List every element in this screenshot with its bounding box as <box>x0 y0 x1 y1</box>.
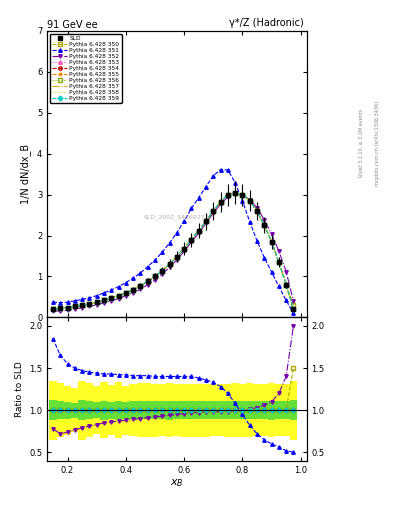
Bar <box>122 386 129 435</box>
Bar <box>64 402 71 419</box>
Bar <box>71 403 79 418</box>
Bar <box>283 385 290 436</box>
Bar <box>268 383 275 437</box>
Text: 91 GeV ee: 91 GeV ee <box>47 20 98 30</box>
Bar <box>115 382 122 438</box>
Bar <box>173 401 180 419</box>
Bar <box>50 400 57 420</box>
Bar <box>283 401 290 419</box>
Y-axis label: Ratio to SLD: Ratio to SLD <box>15 361 24 417</box>
Bar <box>79 381 86 440</box>
Bar <box>217 401 224 419</box>
Bar <box>79 400 86 420</box>
Bar <box>268 401 275 419</box>
Bar <box>93 386 100 434</box>
Bar <box>151 401 159 419</box>
Legend: SLD, Pythia 6.428 350, Pythia 6.428 351, Pythia 6.428 352, Pythia 6.428 353, Pyt: SLD, Pythia 6.428 350, Pythia 6.428 351,… <box>50 34 122 103</box>
Bar <box>108 385 115 435</box>
Bar <box>122 402 129 419</box>
Bar <box>209 384 217 436</box>
Bar <box>129 384 137 436</box>
Bar <box>180 401 188 419</box>
Bar <box>261 384 268 436</box>
Bar <box>115 401 122 420</box>
Bar <box>159 401 166 419</box>
Bar <box>195 384 202 437</box>
X-axis label: $x_B$: $x_B$ <box>170 477 184 489</box>
Bar <box>290 400 297 420</box>
Bar <box>202 384 209 437</box>
Bar <box>253 401 261 419</box>
Bar <box>159 385 166 436</box>
Text: SLD_2002_S4869273: SLD_2002_S4869273 <box>144 214 210 220</box>
Bar <box>57 401 64 419</box>
Bar <box>246 401 253 419</box>
Y-axis label: 1/N dN/dx_B: 1/N dN/dx_B <box>20 144 31 204</box>
Bar <box>100 400 108 420</box>
Bar <box>195 401 202 419</box>
Bar <box>129 401 137 419</box>
Bar <box>275 384 283 436</box>
Bar <box>246 383 253 437</box>
Bar <box>261 401 268 419</box>
Bar <box>137 383 144 437</box>
Text: γ*/Z (Hadronic): γ*/Z (Hadronic) <box>229 18 304 28</box>
Bar <box>224 383 231 437</box>
Bar <box>166 383 173 437</box>
Bar <box>108 401 115 419</box>
Bar <box>209 401 217 419</box>
Bar <box>202 401 209 419</box>
Bar <box>217 384 224 436</box>
Text: mcplots.cern.ch [arXiv:1306.3436]: mcplots.cern.ch [arXiv:1306.3436] <box>375 101 380 186</box>
Bar <box>239 383 246 437</box>
Bar <box>180 384 188 437</box>
Bar <box>188 401 195 419</box>
Bar <box>71 388 79 432</box>
Bar <box>137 401 144 419</box>
Bar <box>100 382 108 438</box>
Bar <box>231 401 239 419</box>
Bar <box>50 381 57 440</box>
Bar <box>231 383 239 437</box>
Bar <box>166 401 173 419</box>
Text: Rivet 3.1.10, ≥ 3.1M events: Rivet 3.1.10, ≥ 3.1M events <box>359 109 364 178</box>
Bar <box>57 383 64 437</box>
Bar <box>64 386 71 435</box>
Bar <box>144 383 151 437</box>
Bar <box>239 401 246 419</box>
Bar <box>275 401 283 419</box>
Bar <box>151 383 159 437</box>
Bar <box>93 402 100 418</box>
Bar <box>86 401 93 419</box>
Bar <box>144 401 151 419</box>
Bar <box>86 383 93 437</box>
Bar <box>290 381 297 440</box>
Bar <box>253 384 261 436</box>
Bar <box>224 401 231 419</box>
Bar <box>188 384 195 437</box>
Bar <box>173 385 180 436</box>
